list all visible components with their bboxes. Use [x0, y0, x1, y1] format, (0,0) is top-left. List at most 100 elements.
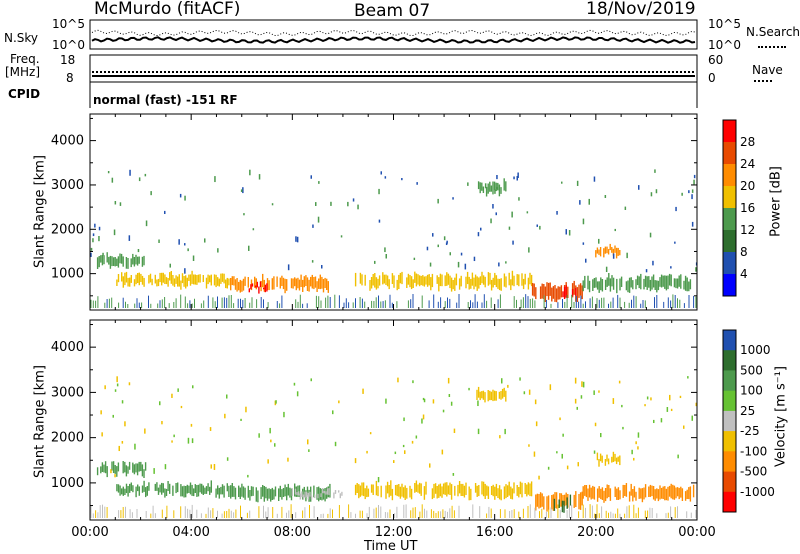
power-echo-band	[477, 178, 507, 197]
power-colorbar-swatch	[723, 230, 736, 253]
freq-label: Freq.	[10, 52, 40, 66]
power-echo-band	[595, 243, 621, 259]
xtick-label: 16:00	[476, 525, 513, 540]
power-colorbar-tick: 24	[740, 157, 755, 171]
nsky-tick-high: 10^5	[52, 17, 85, 31]
nave-legend-dots	[754, 80, 772, 82]
power-echo-band	[582, 273, 692, 294]
power-colorbar-swatch	[723, 208, 736, 231]
velocity-colorbar-tick: 100	[740, 384, 763, 398]
velocity-echo-band	[553, 494, 572, 513]
station-title: McMurdo (fitACF)	[94, 0, 241, 19]
power-colorbar-tick: 12	[740, 223, 755, 237]
velocity-colorbar-swatch	[723, 390, 736, 412]
cpid-text: normal (fast) -151 RF	[93, 93, 238, 107]
xtick-label: 20:00	[577, 525, 614, 540]
nsearch-label: N.Search	[746, 25, 800, 39]
nsky-line	[91, 36, 696, 44]
power-ytick-label: 4000	[51, 134, 84, 149]
xtick-label: 00:00	[71, 525, 108, 540]
power-echo-band	[562, 285, 577, 299]
power-sparse-echoes	[90, 169, 698, 274]
date-title: 18/Nov/2019	[586, 0, 696, 19]
nsearch-tick-low: 10^0	[708, 38, 741, 52]
velocity-colorbar-tick: -25	[740, 424, 760, 438]
velocity-ytick-label: 3000	[51, 385, 84, 400]
power-colorbar-swatch	[723, 252, 736, 275]
nsearch-line	[91, 29, 696, 37]
xtick-label: 04:00	[172, 525, 209, 540]
velocity-colorbar-swatch	[723, 330, 736, 351]
velocity-colorbar-tick: -1000	[740, 485, 775, 499]
nsearch-legend-dots	[758, 46, 786, 48]
velocity-colorbar-swatch	[723, 451, 736, 472]
nsky-label: N.Sky	[4, 31, 39, 45]
power-colorbar-tick: 20	[740, 179, 755, 193]
velocity-colorbar-tick: 500	[740, 363, 763, 377]
velocity-echo-band	[476, 386, 507, 403]
power-echo-band	[354, 270, 533, 292]
power-colorbar-tick: 28	[740, 135, 755, 149]
nave-tick-high: 60	[708, 53, 724, 67]
power-near-range-echoes	[90, 294, 697, 308]
velocity-ytick-label: 1000	[51, 476, 84, 491]
velocity-colorbar-swatch	[723, 350, 736, 371]
power-colorbar-tick: 16	[740, 201, 755, 215]
freq-tick-low: 8	[66, 71, 74, 85]
power-echo-band	[229, 273, 329, 294]
power-echo-band	[248, 281, 268, 294]
nsearch-tick-high: 10^5	[708, 17, 741, 31]
nsky-tick-low: 10^0	[52, 38, 85, 52]
power-colorbar-swatch	[723, 120, 736, 143]
nave-label: Nave	[752, 63, 783, 77]
xtick-label: 08:00	[274, 525, 311, 540]
cpid-label: CPID	[8, 87, 41, 101]
velocity-colorbar-tick: 25	[740, 404, 755, 418]
velocity-ytick-label: 2000	[51, 431, 84, 446]
velocity-echo-band	[582, 483, 695, 503]
freq-strip-frame	[89, 54, 698, 83]
power-echo-band	[531, 280, 583, 303]
nsky-strip-frame	[89, 19, 698, 50]
power-echo-band	[96, 252, 145, 269]
velocity-colorbar-swatch	[723, 410, 736, 432]
power-colorbar-swatch	[723, 274, 736, 297]
velocity-sparse-echoes	[100, 376, 697, 483]
velocity-near-range-echoes	[90, 504, 697, 518]
power-echo-band	[116, 270, 230, 290]
freq-unit: [MHz]	[5, 65, 41, 79]
xaxis-label: Time UT	[364, 539, 418, 554]
velocity-colorbar-tick: -100	[740, 444, 767, 458]
xtick-label: 12:00	[375, 525, 412, 540]
freq-tick-high: 18	[60, 53, 76, 67]
power-colorbar-swatch	[723, 186, 736, 209]
velocity-echo-band	[116, 480, 230, 499]
velocity-colorbar: 1000 500 100 25 -25 -100 -500 -1000	[722, 329, 775, 513]
velocity-echo-band	[596, 451, 621, 467]
velocity-colorbar-swatch	[723, 471, 736, 493]
power-ytick-label: 3000	[51, 178, 84, 193]
velocity-colorbar-tick: -500	[740, 465, 767, 479]
velocity-colorbar-swatch	[723, 431, 736, 452]
velocity-echo-band	[354, 480, 533, 501]
velocity-colorbar-swatch	[723, 491, 736, 513]
velocity-echo-band	[229, 483, 331, 503]
power-colorbar-tick: 8	[740, 245, 748, 259]
nave-tick-low: 0	[708, 71, 716, 85]
power-colorbar: 28 24 20 16 12 8 4	[722, 119, 755, 297]
velocity-colorbar-tick: 1000	[740, 343, 771, 357]
velocity-echo-band	[96, 461, 147, 478]
velocity-echo-band	[291, 488, 343, 500]
velocity-ytick-label: 4000	[51, 340, 84, 355]
power-panel: 1000 2000 3000 4000 28 24 20 16 12 8 4	[51, 113, 755, 311]
beam-title: Beam 07	[354, 1, 431, 21]
velocity-colorbar-swatch	[723, 370, 736, 392]
xtick-label: 00:00	[678, 525, 715, 540]
power-ytick-label: 2000	[51, 222, 84, 237]
power-colorbar-tick: 4	[740, 267, 748, 281]
velocity-panel: 1000 2000 3000 4000 1000 500 100 25 -25 -100 -500 -…	[51, 319, 775, 521]
power-colorbar-swatch	[723, 142, 736, 165]
power-colorbar-swatch	[723, 164, 736, 187]
power-ytick-label: 1000	[51, 267, 84, 282]
